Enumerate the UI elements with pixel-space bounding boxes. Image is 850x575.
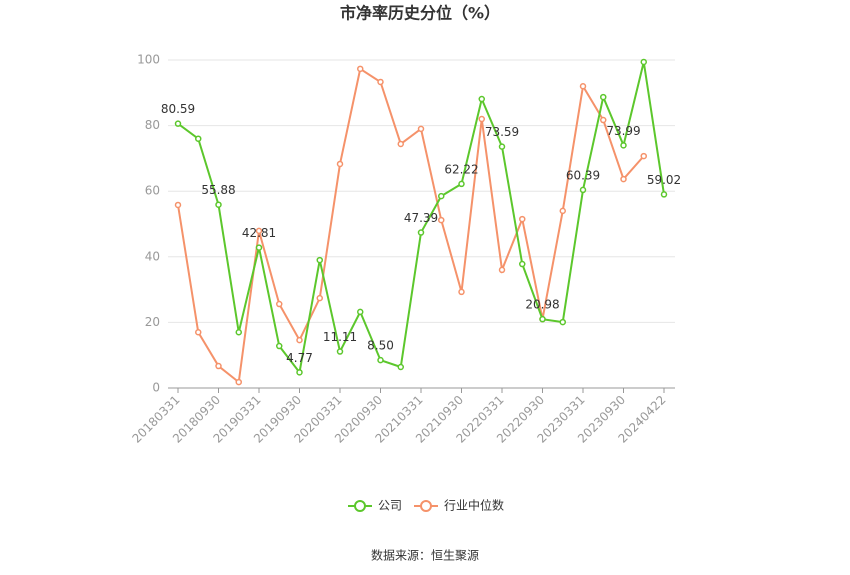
- data-label: 8.50: [367, 339, 394, 353]
- y-tick-label: 0: [152, 381, 160, 395]
- point: [519, 215, 526, 223]
- data-label: 55.88: [201, 183, 235, 197]
- data-label: 4.77: [286, 351, 313, 365]
- point: [377, 78, 384, 86]
- point: [255, 244, 263, 251]
- point: [195, 328, 202, 336]
- series-line: [177, 67, 645, 384]
- point: [296, 336, 303, 344]
- point: [498, 266, 506, 274]
- y-tick-label: 40: [145, 249, 160, 263]
- point: [579, 186, 587, 194]
- y-tick-label: 80: [145, 118, 160, 132]
- point: [296, 369, 303, 376]
- data-label: 47.39: [404, 211, 438, 225]
- point: [276, 300, 283, 308]
- point: [215, 201, 222, 208]
- point: [579, 82, 587, 90]
- point: [215, 362, 222, 370]
- data-label: 42.81: [242, 226, 276, 240]
- point: [640, 152, 647, 160]
- point: [620, 142, 627, 149]
- point: [336, 160, 344, 168]
- point: [235, 378, 242, 386]
- point: [519, 260, 526, 268]
- point: [640, 58, 647, 66]
- legend-swatch: [420, 500, 432, 512]
- data-label: 62.22: [444, 162, 478, 176]
- point: [600, 93, 607, 101]
- point: [620, 175, 627, 183]
- point: [660, 191, 668, 198]
- point: [600, 116, 607, 124]
- point: [316, 294, 323, 302]
- y-tick-label: 20: [145, 315, 160, 329]
- point: [438, 216, 445, 224]
- point: [397, 363, 404, 371]
- point: [357, 65, 364, 73]
- point: [539, 315, 546, 323]
- data-label: 60.39: [566, 168, 600, 182]
- y-tick-label: 100: [137, 53, 160, 67]
- point: [498, 143, 506, 150]
- point: [458, 288, 465, 296]
- point: [478, 95, 485, 103]
- point: [417, 125, 425, 133]
- point: [195, 135, 202, 142]
- point: [316, 256, 323, 264]
- legend-label: 公司: [378, 499, 402, 513]
- point: [255, 227, 263, 235]
- point: [276, 342, 283, 350]
- point: [336, 348, 344, 355]
- source-note: 数据来源：恒生聚源: [371, 548, 479, 563]
- point: [174, 201, 182, 209]
- point: [174, 120, 182, 127]
- data-label: 59.02: [647, 173, 681, 187]
- legend-label: 行业中位数: [444, 498, 504, 513]
- point: [397, 140, 404, 148]
- point: [478, 115, 485, 123]
- point: [417, 229, 425, 236]
- data-label: 11.11: [323, 330, 357, 344]
- point: [438, 192, 445, 200]
- point: [559, 318, 566, 326]
- point: [458, 180, 465, 188]
- point: [357, 308, 364, 316]
- data-label: 73.59: [485, 125, 519, 139]
- point: [559, 207, 566, 215]
- data-label: 73.99: [606, 124, 640, 138]
- data-label: 80.59: [161, 102, 195, 116]
- y-tick-label: 60: [145, 184, 160, 198]
- point: [377, 356, 384, 364]
- chart-title: 市净率历史分位（%）: [340, 4, 500, 23]
- data-label: 20.98: [525, 298, 559, 312]
- point: [235, 328, 242, 336]
- legend-swatch: [354, 500, 366, 512]
